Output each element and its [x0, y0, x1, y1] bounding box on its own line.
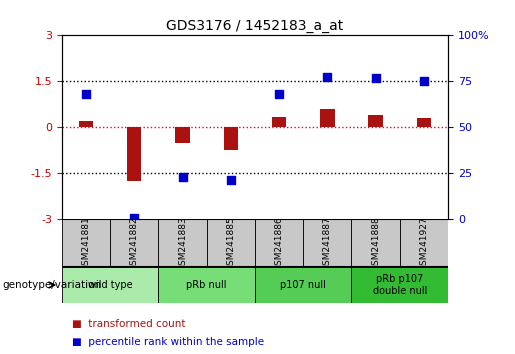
Text: GSM241881: GSM241881 — [81, 216, 91, 271]
Text: pRb p107
double null: pRb p107 double null — [372, 274, 427, 296]
Bar — [272, 117, 286, 127]
Point — [323, 74, 332, 80]
Text: GSM241882: GSM241882 — [130, 216, 139, 271]
Point — [275, 91, 283, 97]
Text: GSM241888: GSM241888 — [371, 216, 380, 271]
Bar — [62, 219, 110, 267]
Bar — [110, 219, 159, 267]
Bar — [417, 118, 431, 127]
Bar — [255, 219, 303, 267]
Point — [178, 174, 186, 179]
Text: GSM241927: GSM241927 — [419, 216, 428, 271]
Text: p107 null: p107 null — [280, 280, 326, 290]
Text: GSM241887: GSM241887 — [323, 216, 332, 271]
Point — [130, 215, 139, 221]
Bar — [368, 115, 383, 127]
Point — [371, 75, 380, 81]
Bar — [400, 219, 448, 267]
Bar — [207, 219, 255, 267]
Text: GSM241886: GSM241886 — [274, 216, 284, 271]
Bar — [159, 219, 207, 267]
Point — [420, 79, 428, 84]
Bar — [303, 219, 351, 267]
Text: GSM241885: GSM241885 — [226, 216, 235, 271]
Text: wild type: wild type — [88, 280, 132, 290]
Bar — [224, 127, 238, 150]
Text: ■  transformed count: ■ transformed count — [72, 319, 185, 329]
Bar — [175, 127, 190, 143]
Title: GDS3176 / 1452183_a_at: GDS3176 / 1452183_a_at — [166, 19, 344, 33]
Text: GSM241883: GSM241883 — [178, 216, 187, 271]
Point — [227, 177, 235, 182]
Point — [82, 91, 90, 97]
Text: ■  percentile rank within the sample: ■ percentile rank within the sample — [72, 337, 264, 347]
Bar — [320, 109, 335, 127]
Bar — [255, 267, 351, 303]
Bar — [159, 267, 255, 303]
Bar — [79, 121, 93, 127]
Bar — [127, 127, 142, 181]
Bar — [351, 219, 400, 267]
Bar — [62, 267, 159, 303]
Text: pRb null: pRb null — [186, 280, 227, 290]
Bar — [351, 267, 448, 303]
Text: genotype/variation: genotype/variation — [3, 280, 101, 290]
